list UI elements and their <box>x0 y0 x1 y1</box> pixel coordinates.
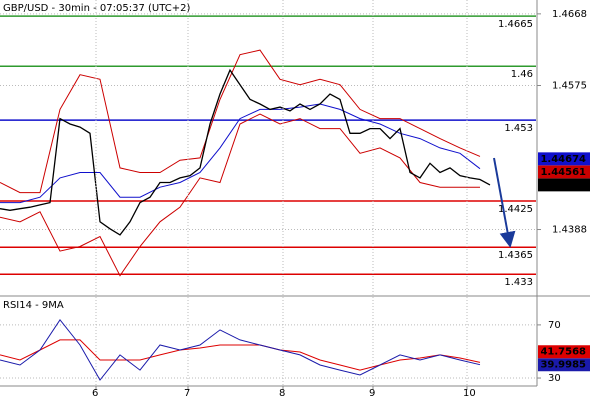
level-label: 1.4665 <box>498 19 533 30</box>
last-value-box <box>538 345 590 359</box>
y-tick-label: 1.4575 <box>552 80 587 91</box>
series-line <box>0 339 481 371</box>
level-label: 1.4425 <box>498 204 533 215</box>
y-tick-label: 30 <box>548 373 561 384</box>
series-line <box>0 103 481 204</box>
last-value-box <box>538 152 590 166</box>
level-label: 1.453 <box>504 123 533 134</box>
x-tick-label: 7 <box>184 388 190 399</box>
y-tick-label: 1.4668 <box>552 9 587 20</box>
x-tick-label: 6 <box>92 388 98 399</box>
y-tick-label: 70 <box>548 320 561 331</box>
x-tick-label: 8 <box>279 388 285 399</box>
series-line <box>0 68 491 236</box>
last-value-label: 39.9985 <box>540 360 586 371</box>
y-tick-label: 1.4388 <box>552 225 587 236</box>
level-label: 1.4365 <box>498 250 533 261</box>
rsi-title: RSI14 - 9MA <box>3 300 64 311</box>
x-tick-label: 9 <box>369 388 375 399</box>
forecast-arrow <box>493 157 516 248</box>
series-line <box>0 318 481 381</box>
last-value-label: 1.44561 <box>540 167 586 178</box>
chart-title: GBP/USD - 30min - 07:05:37 (UTC+2) <box>3 3 190 14</box>
x-tick-label: 10 <box>463 388 476 399</box>
last-value-box <box>538 358 590 372</box>
last-value-box <box>538 178 590 192</box>
level-label: 1.46 <box>511 69 533 80</box>
last-value-box <box>538 165 590 179</box>
series-line <box>0 49 481 194</box>
last-value-label: 1.44674 <box>540 154 586 165</box>
level-label: 1.433 <box>504 277 533 288</box>
series-line <box>0 113 480 277</box>
last-value-label: 1.4446 <box>547 180 586 191</box>
last-value-label: 41.7568 <box>540 347 586 358</box>
